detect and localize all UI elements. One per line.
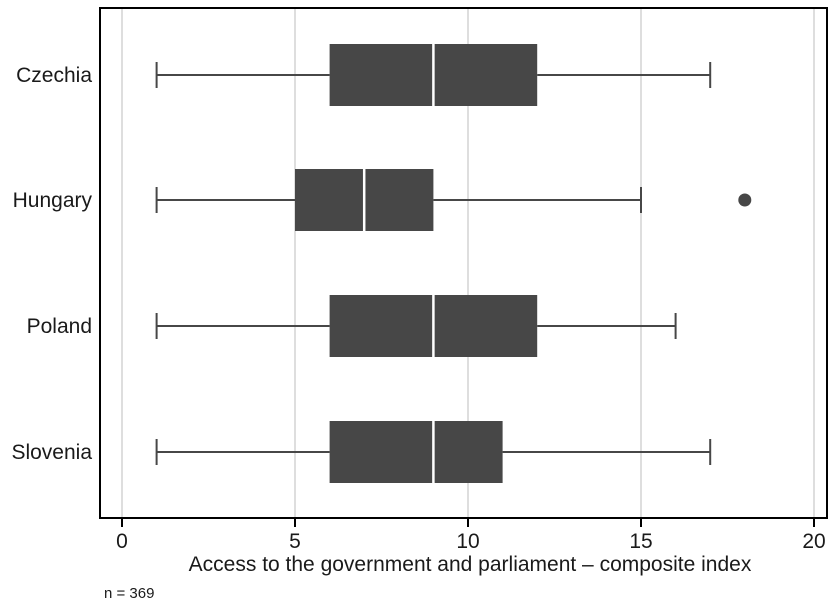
box-czechia — [155, 44, 712, 106]
category-label-slovenia: Slovenia — [11, 441, 92, 464]
box-poland — [155, 295, 677, 357]
box-slovenia — [155, 421, 712, 483]
plot-frame — [99, 7, 828, 519]
box-hungary — [155, 169, 752, 231]
x-axis-ticks: 0 5 10 15 20 — [116, 518, 826, 553]
x-tick-label-15: 15 — [629, 530, 652, 553]
x-tick-label-0: 0 — [116, 530, 128, 553]
x-axis-label: Access to the government and parliament … — [189, 553, 752, 576]
box-series — [155, 44, 752, 483]
category-label-czechia: Czechia — [16, 64, 92, 87]
y-axis-categories: Czechia Hungary Poland Slovenia — [11, 64, 92, 464]
x-tick-label-10: 10 — [456, 530, 479, 553]
outlier-point — [738, 193, 752, 207]
x-tick-label-5: 5 — [289, 530, 301, 553]
category-label-poland: Poland — [27, 315, 92, 338]
category-label-hungary: Hungary — [13, 189, 93, 212]
iqr-box — [329, 421, 503, 483]
sample-size-note: n = 369 — [104, 585, 154, 602]
x-tick-label-20: 20 — [802, 530, 825, 553]
